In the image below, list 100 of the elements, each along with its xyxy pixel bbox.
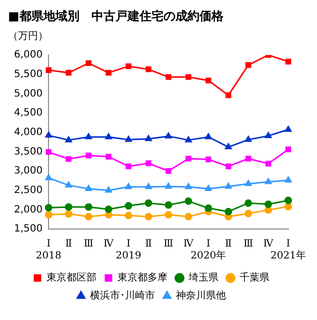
x-tick-label: Ⅳ — [104, 238, 115, 250]
point — [165, 182, 172, 189]
point — [46, 67, 52, 73]
point — [205, 185, 212, 192]
point — [106, 70, 112, 76]
point — [225, 92, 232, 98]
point — [224, 208, 232, 216]
point — [245, 156, 252, 162]
point — [225, 163, 232, 170]
point — [64, 203, 72, 211]
point — [244, 136, 252, 142]
point — [44, 210, 52, 218]
y-tick-label: 1,500 — [14, 224, 43, 235]
point — [85, 185, 92, 192]
point — [84, 203, 92, 211]
point — [145, 135, 152, 142]
x-tick-label: Ⅱ — [224, 238, 232, 250]
point — [206, 78, 212, 84]
point — [126, 63, 132, 70]
point — [146, 160, 152, 166]
legend-label: 千葉県 — [240, 272, 270, 284]
point — [225, 143, 232, 150]
x-tick-label: Ⅱ — [145, 238, 152, 250]
point — [126, 163, 132, 170]
point — [164, 201, 172, 209]
point — [64, 210, 72, 218]
point — [166, 168, 172, 174]
point — [104, 206, 112, 214]
point — [144, 199, 152, 207]
point — [244, 180, 252, 186]
point — [284, 126, 292, 132]
point — [125, 183, 132, 190]
point — [66, 70, 72, 76]
point — [185, 136, 192, 142]
point — [164, 210, 172, 218]
y-tick-label: 4,000 — [14, 126, 43, 138]
point — [124, 212, 132, 220]
point — [125, 136, 132, 142]
point — [106, 154, 112, 160]
x-tick-label: Ⅰ 2018 — [36, 238, 62, 262]
x-tick-label: Ⅰ 2019 — [116, 238, 142, 262]
y-tick-label: 2,000 — [14, 204, 43, 216]
point — [245, 62, 252, 68]
point — [46, 149, 52, 155]
point — [244, 210, 252, 218]
point — [265, 160, 272, 167]
point — [145, 183, 152, 190]
y-tick-label: 3,000 — [14, 166, 43, 177]
point — [86, 60, 92, 66]
point — [204, 204, 212, 212]
y-tick-label: 5,000 — [14, 88, 43, 100]
point — [186, 156, 192, 162]
y-axis-title: （万円） — [8, 30, 49, 43]
point — [45, 174, 52, 180]
point — [144, 212, 152, 220]
point — [285, 58, 292, 64]
legend-label: 埼玉県 — [188, 272, 218, 284]
point — [264, 178, 272, 184]
point — [105, 186, 112, 193]
point — [146, 66, 152, 72]
point — [284, 202, 292, 210]
point — [86, 152, 92, 158]
point — [84, 212, 92, 220]
point — [166, 74, 172, 80]
point — [205, 133, 212, 140]
point — [44, 204, 52, 212]
point — [244, 199, 252, 207]
legend-label: 東京都区部 — [46, 272, 96, 284]
point — [66, 156, 72, 162]
point — [264, 200, 272, 208]
legend-label: 神奈川県他 — [176, 290, 226, 302]
y-tick-label: 3,500 — [14, 146, 43, 158]
x-tick-label: Ⅲ — [164, 238, 174, 250]
legend-label: 横浜市･川崎市 — [90, 290, 155, 302]
point — [184, 212, 192, 220]
point — [124, 202, 132, 210]
x-tick-label: Ⅲ — [84, 238, 94, 250]
y-tick-label: 4,500 — [14, 108, 43, 119]
point — [206, 156, 212, 162]
legend-label: 東京都多摩 — [118, 272, 168, 284]
x-tick-label: Ⅲ — [244, 238, 254, 250]
point — [186, 74, 192, 80]
y-tick-label: 2,500 — [14, 184, 43, 196]
point — [184, 197, 192, 205]
chart-title: ■都県地域別 中古戸建住宅の成約価格 — [8, 8, 224, 25]
y-tick-label: 5,500 — [14, 68, 43, 80]
point — [165, 132, 172, 138]
point — [65, 136, 72, 142]
point — [264, 132, 272, 138]
point — [284, 196, 292, 204]
point — [85, 133, 92, 140]
point — [225, 182, 232, 189]
y-tick-label: 6,000 — [14, 50, 43, 61]
point — [105, 133, 112, 140]
point — [45, 132, 52, 138]
point — [65, 182, 72, 188]
point — [285, 146, 292, 152]
point — [284, 176, 292, 183]
point — [185, 183, 192, 190]
x-tick-label: Ⅱ — [65, 238, 72, 250]
